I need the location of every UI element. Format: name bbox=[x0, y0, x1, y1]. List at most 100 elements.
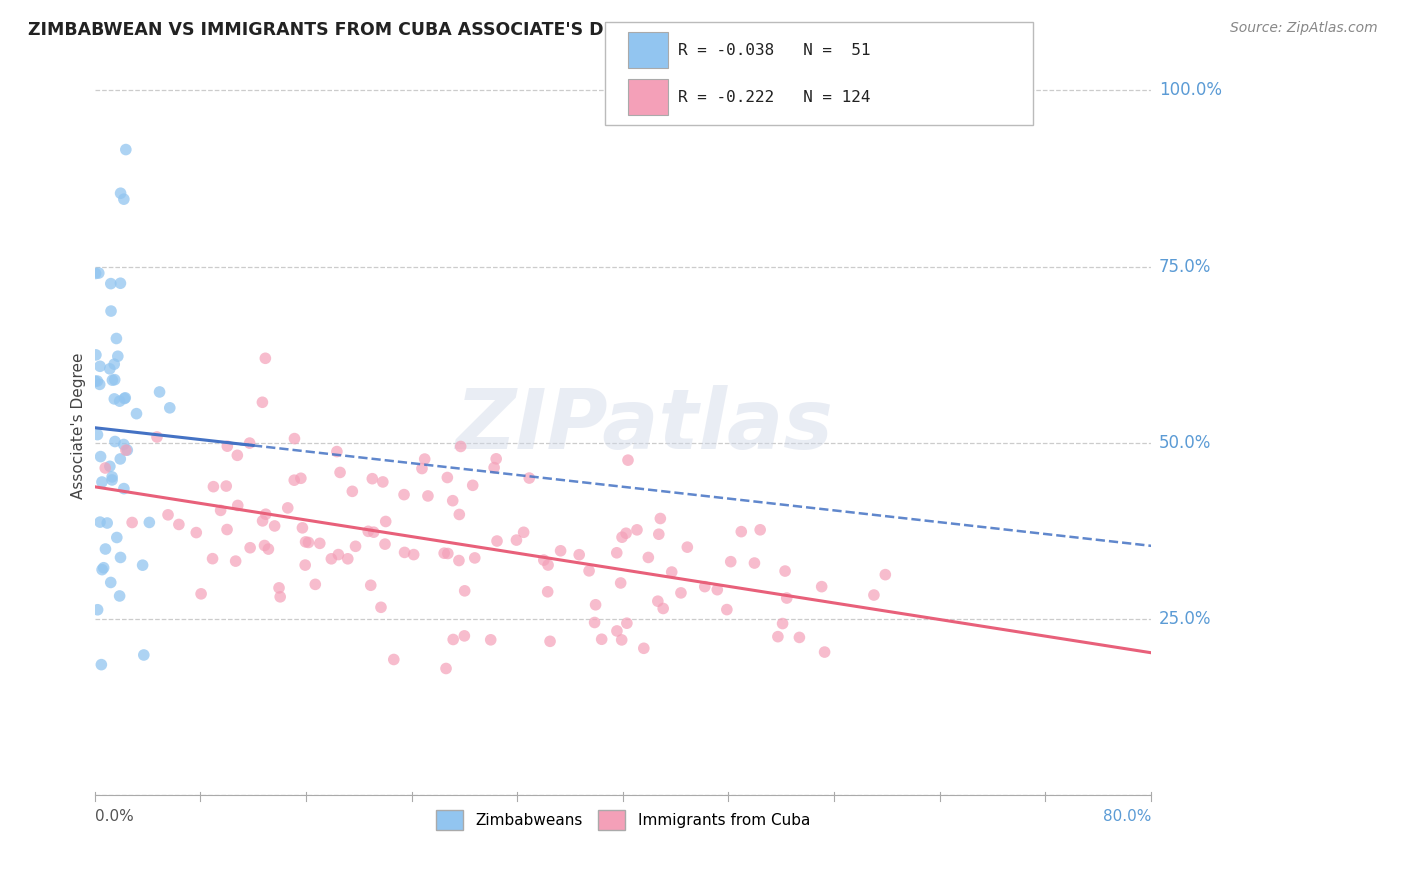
Point bbox=[363, 525, 385, 540]
Point bbox=[84, 348, 107, 362]
Point bbox=[449, 508, 471, 522]
Point bbox=[441, 632, 464, 647]
Point bbox=[626, 523, 648, 537]
Point bbox=[382, 652, 405, 666]
Point bbox=[252, 395, 274, 409]
Point bbox=[336, 551, 359, 566]
Text: R = -0.222   N = 124: R = -0.222 N = 124 bbox=[678, 89, 870, 104]
Point bbox=[716, 602, 738, 616]
Point bbox=[91, 563, 114, 577]
Point bbox=[550, 543, 572, 558]
Point bbox=[392, 488, 415, 502]
Point bbox=[263, 519, 285, 533]
Point bbox=[112, 482, 135, 496]
Point bbox=[98, 459, 121, 474]
Point bbox=[308, 536, 330, 550]
Point bbox=[813, 645, 835, 659]
Text: 0.0%: 0.0% bbox=[94, 810, 134, 824]
Point bbox=[215, 523, 238, 537]
Point bbox=[101, 470, 124, 484]
Point bbox=[374, 537, 396, 551]
Point bbox=[225, 554, 247, 568]
Text: 25.0%: 25.0% bbox=[1159, 610, 1212, 628]
Point bbox=[537, 584, 560, 599]
Point bbox=[291, 521, 314, 535]
Y-axis label: Associate's Degree: Associate's Degree bbox=[72, 352, 86, 499]
Point bbox=[776, 591, 799, 605]
Text: 100.0%: 100.0% bbox=[1159, 81, 1222, 99]
Point bbox=[239, 541, 262, 555]
Point bbox=[186, 525, 208, 540]
Point bbox=[652, 601, 675, 615]
Point bbox=[117, 443, 139, 458]
Point bbox=[810, 580, 832, 594]
Point bbox=[568, 548, 591, 562]
Point bbox=[110, 277, 132, 291]
Point bbox=[253, 539, 276, 553]
Point bbox=[648, 527, 671, 541]
Point bbox=[217, 439, 239, 453]
Point bbox=[283, 432, 305, 446]
Point bbox=[115, 443, 138, 458]
Point bbox=[209, 503, 232, 517]
Point bbox=[89, 515, 111, 529]
Point bbox=[374, 515, 396, 529]
Point bbox=[744, 556, 766, 570]
Point bbox=[105, 331, 128, 345]
Point bbox=[104, 434, 127, 449]
Point bbox=[453, 629, 475, 643]
Point bbox=[90, 450, 112, 464]
Point bbox=[201, 551, 224, 566]
Point bbox=[112, 192, 135, 206]
Point bbox=[485, 451, 508, 466]
Point bbox=[730, 524, 752, 539]
Point bbox=[226, 499, 249, 513]
Point bbox=[637, 550, 659, 565]
Point bbox=[267, 581, 290, 595]
Point bbox=[669, 586, 692, 600]
Point bbox=[720, 555, 742, 569]
Point bbox=[875, 567, 897, 582]
Point bbox=[290, 471, 312, 485]
Point bbox=[87, 266, 110, 280]
Point bbox=[100, 304, 122, 318]
Point bbox=[461, 478, 484, 492]
Point bbox=[96, 516, 118, 530]
Point bbox=[441, 493, 464, 508]
Point bbox=[226, 448, 249, 462]
Point bbox=[257, 542, 280, 557]
Point bbox=[146, 430, 169, 444]
Point bbox=[294, 534, 316, 549]
Point bbox=[283, 473, 305, 487]
Point bbox=[650, 511, 672, 525]
Point bbox=[121, 516, 143, 530]
Point bbox=[766, 630, 789, 644]
Point bbox=[661, 565, 683, 579]
Point bbox=[371, 475, 394, 489]
Point bbox=[863, 588, 886, 602]
Point bbox=[254, 351, 277, 366]
Point bbox=[413, 452, 436, 467]
Point bbox=[464, 550, 486, 565]
Point bbox=[789, 631, 811, 645]
Point bbox=[112, 392, 135, 406]
Point bbox=[693, 580, 716, 594]
Point bbox=[114, 143, 136, 157]
Point bbox=[329, 466, 352, 480]
Point bbox=[100, 575, 122, 590]
Point bbox=[512, 525, 534, 540]
Text: 80.0%: 80.0% bbox=[1102, 810, 1152, 824]
Point bbox=[370, 600, 392, 615]
Point bbox=[148, 384, 170, 399]
Point bbox=[326, 444, 349, 458]
Point bbox=[772, 616, 794, 631]
Point bbox=[86, 374, 108, 388]
Point bbox=[328, 548, 350, 562]
Point bbox=[633, 641, 655, 656]
Point bbox=[450, 440, 472, 454]
Point bbox=[132, 648, 155, 662]
Legend: Zimbabweans, Immigrants from Cuba: Zimbabweans, Immigrants from Cuba bbox=[429, 804, 817, 836]
Point bbox=[610, 632, 633, 647]
Point bbox=[485, 534, 508, 549]
Point bbox=[110, 550, 132, 565]
